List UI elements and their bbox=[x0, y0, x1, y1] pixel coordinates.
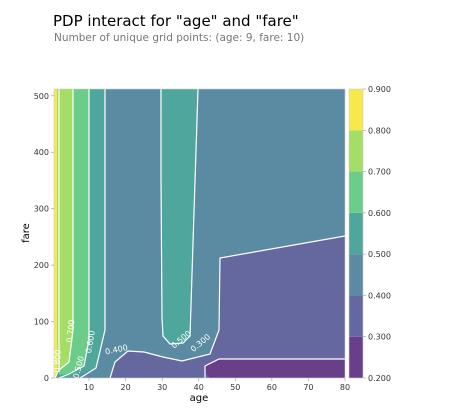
colorbar-band bbox=[349, 254, 363, 296]
contour-lines bbox=[54, 89, 345, 378]
x-tick-label: 10 bbox=[84, 383, 94, 392]
colorbar-band bbox=[349, 336, 363, 378]
contour-line-0-4 bbox=[109, 235, 345, 378]
region-0-7-0-8 bbox=[59, 89, 73, 370]
contour-line-0-7 bbox=[54, 89, 74, 378]
y-tick-label: 500 bbox=[34, 92, 49, 101]
x-tick-label: 50 bbox=[230, 383, 240, 392]
x-tick-label: 80 bbox=[340, 383, 350, 392]
contour-label: 0.600 bbox=[84, 330, 97, 354]
plot-frame bbox=[53, 88, 346, 379]
y-axis-label: fare bbox=[21, 223, 32, 243]
colorbar-tick-label: 0.900 bbox=[368, 85, 391, 94]
contour-fills bbox=[54, 89, 345, 378]
colorbar-tick-label: 0.800 bbox=[368, 126, 391, 135]
colorbar-band bbox=[349, 89, 363, 131]
colorbar-tick-label: 0.600 bbox=[368, 209, 391, 218]
y-tick-label: 0 bbox=[44, 374, 49, 383]
colorbar-tick-label: 0.700 bbox=[368, 168, 391, 177]
x-axis-label: age bbox=[190, 393, 209, 404]
colorbar-band bbox=[349, 295, 363, 337]
x-tick-label: 30 bbox=[157, 383, 167, 392]
region-0-6-0-7 bbox=[59, 89, 89, 375]
page-subtitle: Number of unique grid points: (age: 9, f… bbox=[54, 32, 305, 44]
x-tick-label: 40 bbox=[194, 383, 204, 392]
x-tick-label: 20 bbox=[121, 383, 131, 392]
contour-line-0-5-center bbox=[160, 89, 199, 345]
region-0-2-0-3 bbox=[205, 359, 345, 378]
colorbar-band bbox=[349, 171, 363, 213]
colorbar: 0.200 0.300 0.400 0.500 0.600 0.700 0.800 0.900 bbox=[348, 85, 391, 383]
y-tick-label: 400 bbox=[34, 148, 49, 157]
colorbar-frame bbox=[348, 88, 364, 379]
colorbar-tick-label: 0.400 bbox=[368, 291, 391, 300]
region-0-3-0-4 bbox=[110, 236, 345, 378]
contour-label: 0.800 bbox=[52, 349, 63, 372]
x-tick-label: 70 bbox=[303, 383, 313, 392]
colorbar-tick-label: 0.500 bbox=[368, 250, 391, 259]
region-0-5-0-6-left bbox=[54, 89, 105, 378]
y-tick-label: 200 bbox=[34, 261, 49, 270]
y-axis-ticks: 0 100 200 300 400 500 bbox=[34, 92, 54, 383]
contour-line-0-3 bbox=[204, 358, 345, 378]
contour-line-0-6 bbox=[58, 89, 90, 378]
y-tick-label: 100 bbox=[34, 318, 49, 327]
colorbar-tick-label: 0.200 bbox=[368, 374, 391, 383]
colorbar-tick-label: 0.300 bbox=[368, 333, 391, 342]
colorbar-band bbox=[349, 212, 363, 255]
x-tick-label: 60 bbox=[267, 383, 277, 392]
contour-label: 0.700 bbox=[65, 319, 76, 343]
region-0-5-0-6-center bbox=[160, 89, 198, 344]
region-0-9 bbox=[54, 89, 57, 378]
colorbar-band bbox=[349, 130, 363, 172]
page-title: PDP interact for "age" and "fare" bbox=[53, 12, 299, 30]
x-axis-ticks: 10 20 30 40 50 60 70 80 bbox=[84, 378, 350, 392]
y-tick-label: 300 bbox=[34, 205, 49, 214]
contour-line-0-5-left bbox=[79, 89, 106, 378]
